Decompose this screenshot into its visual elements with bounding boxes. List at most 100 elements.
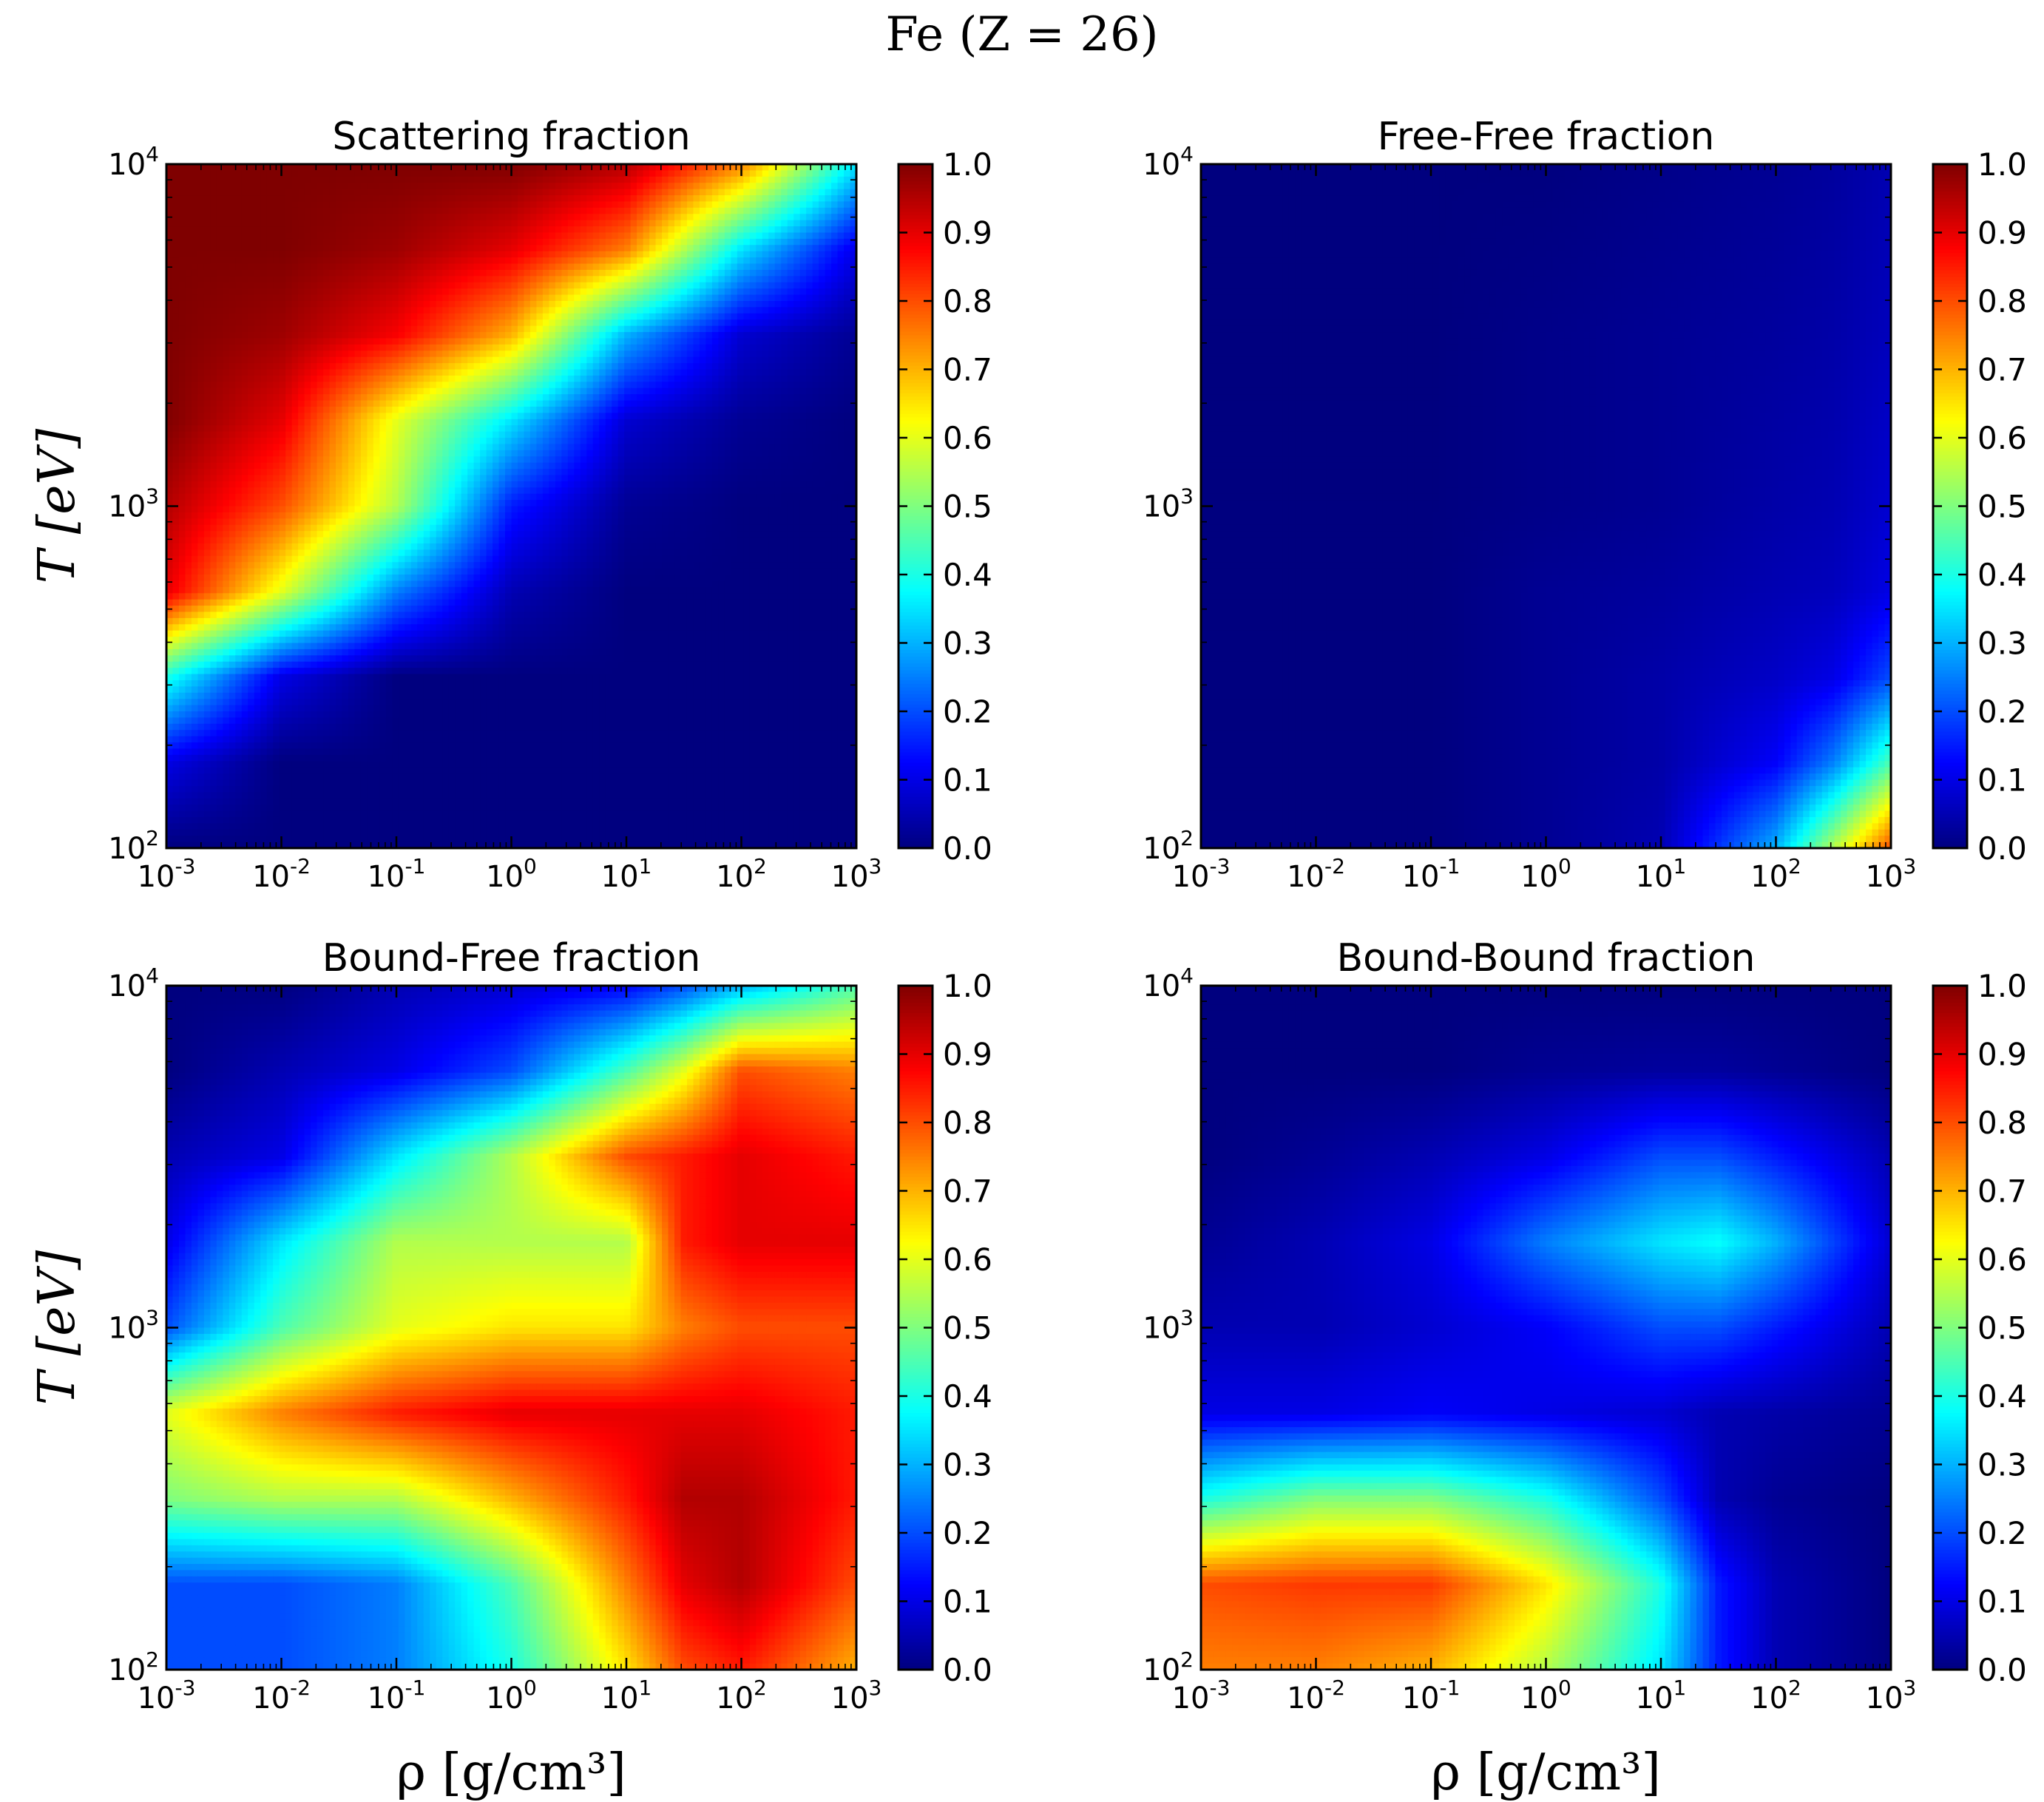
- heatmap-cell: [574, 177, 581, 183]
- heatmap-cell: [518, 233, 524, 240]
- heatmap-cell: [229, 195, 236, 202]
- heatmap-cell: [581, 264, 587, 271]
- heatmap-cell: [229, 239, 236, 245]
- heatmap-cell: [342, 257, 348, 264]
- heatmap-cell: [793, 270, 800, 277]
- heatmap-cell: [705, 177, 712, 183]
- heatmap-cell: [712, 233, 719, 240]
- heatmap-cell: [712, 177, 719, 183]
- heatmap-cell: [549, 251, 555, 258]
- heatmap-cell: [235, 201, 242, 208]
- heatmap-cell: [197, 282, 204, 289]
- heatmap-cell: [217, 276, 223, 282]
- heatmap-cell: [574, 195, 581, 202]
- heatmap-cell: [618, 177, 625, 183]
- heatmap-cell: [280, 245, 286, 251]
- heatmap-cell: [536, 195, 543, 202]
- heatmap-cell: [831, 214, 838, 220]
- heatmap-cell: [750, 189, 757, 196]
- heatmap-cell: [499, 245, 506, 251]
- heatmap-cell: [417, 282, 424, 289]
- heatmap-cell: [311, 233, 317, 240]
- heatmap-cell: [480, 245, 487, 251]
- heatmap-cell: [285, 245, 292, 251]
- heatmap-cell: [549, 177, 555, 183]
- heatmap-cell: [192, 183, 198, 189]
- heatmap-cell: [430, 220, 436, 227]
- heatmap-cell: [793, 276, 800, 282]
- heatmap-cell: [543, 177, 549, 183]
- heatmap-cell: [743, 201, 750, 208]
- heatmap-cell: [254, 214, 261, 220]
- heatmap-cell: [298, 282, 305, 289]
- heatmap-cell: [424, 195, 430, 202]
- heatmap-cell: [731, 208, 737, 214]
- heatmap-cell: [530, 239, 537, 245]
- heatmap-cell: [242, 233, 248, 240]
- heatmap-cell: [781, 276, 788, 282]
- heatmap-cell: [568, 257, 575, 264]
- heatmap-cell: [267, 257, 274, 264]
- heatmap-cell: [373, 226, 380, 233]
- heatmap-cell: [367, 276, 373, 282]
- heatmap-cell: [530, 257, 537, 264]
- heatmap-cell: [612, 282, 618, 289]
- heatmap-cell: [788, 257, 794, 264]
- heatmap-cell: [210, 282, 217, 289]
- heatmap-cell: [599, 226, 606, 233]
- heatmap-cell: [555, 257, 562, 264]
- heatmap-cell: [248, 183, 254, 189]
- heatmap-cell: [725, 195, 731, 202]
- heatmap-cell: [179, 220, 186, 227]
- heatmap-cell: [411, 214, 418, 220]
- heatmap-cell: [273, 220, 280, 227]
- heatmap-cell: [204, 183, 211, 189]
- heatmap-cell: [599, 270, 606, 277]
- heatmap-cell: [543, 220, 549, 227]
- heatmap-cell: [336, 233, 342, 240]
- heatmap-cell: [197, 177, 204, 183]
- heatmap-cell: [750, 201, 757, 208]
- heatmap-cell: [461, 233, 468, 240]
- heatmap-cell: [260, 264, 267, 271]
- heatmap-cell: [681, 245, 688, 251]
- heatmap-cell: [474, 195, 481, 202]
- heatmap-cell: [417, 239, 424, 245]
- heatmap-cell: [292, 226, 299, 233]
- heatmap-cell: [242, 177, 248, 183]
- heatmap-cell: [342, 201, 348, 208]
- heatmap-cell: [806, 195, 813, 202]
- heatmap-cell: [292, 257, 299, 264]
- heatmap-cell: [700, 257, 706, 264]
- heatmap-cell: [342, 226, 348, 233]
- heatmap-cell: [718, 270, 725, 277]
- heatmap-cell: [505, 276, 512, 282]
- heatmap-cell: [743, 183, 750, 189]
- heatmap-cell: [705, 195, 712, 202]
- heatmap-cell: [210, 270, 217, 277]
- heatmap-cell: [700, 282, 706, 289]
- heatmap-cell: [631, 201, 637, 208]
- heatmap-cell: [768, 270, 775, 277]
- heatmap-cell: [705, 251, 712, 258]
- heatmap-cell: [424, 189, 430, 196]
- heatmap-cell: [768, 276, 775, 282]
- heatmap-cell: [442, 276, 449, 282]
- heatmap-cell: [599, 264, 606, 271]
- heatmap-cell: [242, 239, 248, 245]
- heatmap-cell: [317, 214, 324, 220]
- heatmap-cell: [631, 270, 637, 277]
- heatmap-cell: [386, 270, 393, 277]
- heatmap-cell: [813, 239, 819, 245]
- heatmap-cell: [561, 201, 568, 208]
- heatmap-cell: [549, 170, 555, 177]
- heatmap-cell: [838, 239, 845, 245]
- heatmap-cell: [512, 245, 518, 251]
- heatmap-cell: [793, 226, 800, 233]
- heatmap-cell: [737, 264, 744, 271]
- heatmap-cell: [762, 195, 769, 202]
- heatmap-cell: [705, 220, 712, 227]
- heatmap-cell: [649, 282, 656, 289]
- heatmap-cell: [373, 239, 380, 245]
- heatmap-cell: [612, 245, 618, 251]
